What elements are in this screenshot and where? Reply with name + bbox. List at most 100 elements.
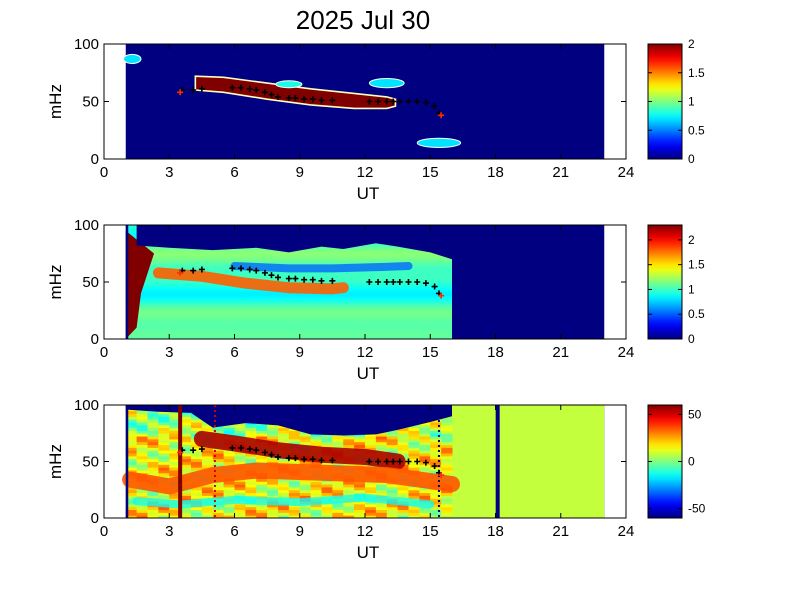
heatmap-cell — [158, 509, 170, 513]
marker-point — [396, 98, 403, 105]
heatmap-cell — [125, 320, 452, 323]
heatmap-cell — [278, 506, 290, 511]
colorbar-tick-label: 0 — [688, 455, 695, 469]
heatmap-cell — [441, 455, 453, 460]
heatmap-cell — [180, 458, 192, 462]
heatmap-cell — [180, 512, 192, 516]
heatmap-cell — [212, 430, 225, 434]
heatmap-cell — [147, 438, 159, 443]
heatmap-cell — [158, 410, 170, 414]
x-tick-label: 24 — [618, 523, 635, 540]
heatmap-cell — [147, 509, 159, 513]
heatmap-cell — [125, 257, 452, 260]
heatmap-cell — [386, 433, 399, 437]
heatmap-cell — [201, 447, 214, 451]
heatmap-cell — [245, 503, 257, 508]
heatmap-cell — [169, 455, 181, 460]
heatmap-cell — [310, 503, 322, 508]
heatmap-cell — [441, 424, 453, 429]
heatmap-cell — [169, 469, 181, 474]
heatmap-cell — [343, 512, 355, 516]
heatmap-cell — [332, 489, 344, 494]
heatmap-cell — [375, 492, 388, 496]
heatmap-cell — [180, 450, 192, 454]
marker-point — [190, 87, 197, 93]
heatmap-cell — [201, 453, 214, 457]
heatmap-cell — [343, 484, 355, 488]
marker-point — [261, 449, 268, 456]
heatmap-cell — [125, 427, 138, 431]
heatmap-cell — [191, 419, 203, 423]
marker-point — [431, 283, 438, 290]
red-marker-point — [177, 89, 184, 96]
heatmap-cell — [430, 453, 442, 457]
heatmap-cell — [288, 438, 301, 443]
x-tick-label: 9 — [296, 523, 304, 540]
heatmap-cell — [321, 486, 333, 491]
heatmap-cell — [310, 515, 322, 518]
heatmap-cell — [441, 416, 453, 420]
heatmap-cell — [125, 299, 452, 302]
marker-point — [422, 99, 429, 106]
heatmap-ridge — [122, 462, 460, 495]
heatmap-cell — [419, 458, 431, 462]
heatmap-cell — [441, 436, 453, 440]
heatmap-cell — [299, 512, 312, 516]
marker-point — [261, 89, 268, 96]
heatmap-cell — [278, 458, 290, 462]
marker-point — [301, 456, 308, 463]
heatmap-cell — [288, 430, 301, 434]
heatmap-cell — [386, 492, 399, 496]
marker-point — [309, 96, 316, 103]
marker-series — [177, 84, 445, 119]
y-tick-label: 0 — [91, 510, 99, 527]
heatmap-cell — [430, 421, 442, 426]
heatmap-cell — [321, 461, 333, 465]
heatmap-cell — [245, 433, 257, 437]
heatmap-cell — [278, 461, 290, 465]
heatmap-cell — [397, 492, 409, 496]
heatmap-cell — [430, 450, 442, 454]
heatmap-cell — [310, 486, 322, 491]
marker-point — [329, 277, 336, 284]
heatmap-cell — [180, 444, 192, 448]
heatmap-cell — [288, 436, 301, 440]
heatmap-cell — [299, 492, 312, 496]
heatmap-cell — [180, 453, 192, 457]
heatmap-cell — [125, 450, 138, 454]
heatmap-cell — [332, 486, 344, 491]
y-tick-label: 50 — [82, 94, 99, 111]
heatmap-cell — [147, 421, 159, 426]
heatmap-cell — [180, 438, 192, 443]
heatmap-cell — [375, 512, 388, 516]
heatmap-cell — [125, 297, 452, 300]
heatmap-cell — [288, 478, 301, 482]
marker-point — [318, 277, 325, 284]
heatmap-cell — [375, 447, 388, 451]
heatmap-cell — [267, 455, 279, 460]
heatmap-cell — [365, 444, 377, 448]
x-tick-label: 6 — [230, 523, 238, 540]
heatmap-cell — [256, 492, 268, 496]
marker-point — [198, 85, 205, 92]
heatmap-cell — [408, 515, 420, 518]
x-tick-label: 15 — [422, 344, 439, 361]
heatmap-cell — [278, 515, 290, 518]
heatmap-cell — [158, 424, 170, 429]
heatmap-cell — [343, 489, 355, 494]
heatmap-cell — [223, 424, 235, 429]
heatmap-cell — [397, 453, 409, 457]
heatmap-cell — [147, 416, 159, 420]
heatmap-cell — [234, 458, 246, 462]
heatmap-cell — [441, 458, 453, 462]
heatmap-cell — [310, 512, 322, 516]
heatmap-cell — [125, 337, 452, 339]
heatmap-cell — [180, 509, 192, 513]
colorbar-tick-label: 1.5 — [688, 66, 705, 80]
heatmap-cell — [321, 503, 333, 508]
heatmap-cell — [223, 430, 235, 434]
heatmap-flat-region — [452, 405, 605, 518]
heatmap-cell — [354, 503, 366, 508]
heatmap-cell — [267, 506, 279, 511]
heatmap-cell — [125, 259, 452, 262]
